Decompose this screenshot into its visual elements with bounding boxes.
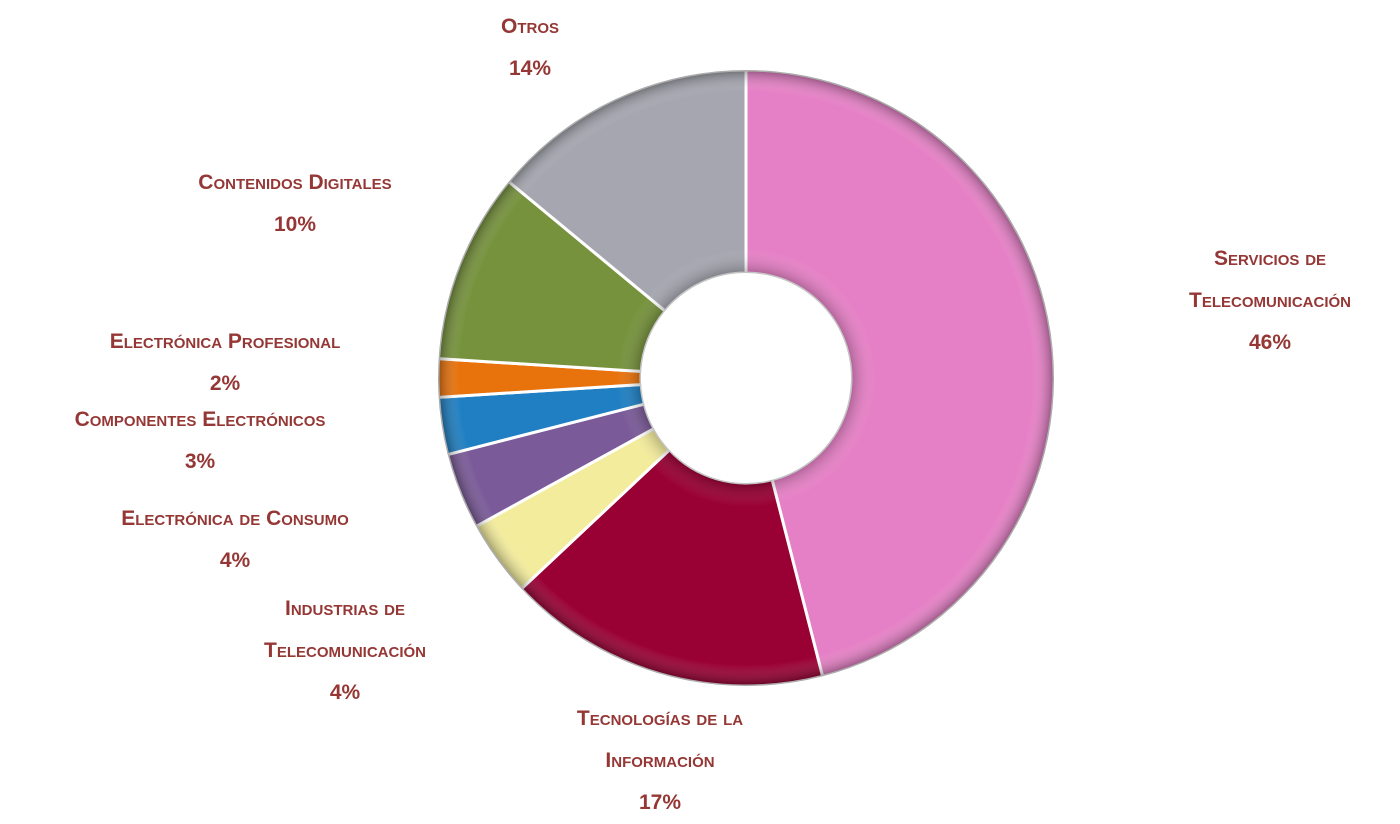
slice-label: Electrónica Profesional 2% bbox=[25, 321, 425, 405]
hole bbox=[641, 273, 851, 483]
category-label: Componentes Electrónicos bbox=[74, 408, 326, 431]
slice-label: Industrias de Telecomunicación 4% bbox=[215, 588, 475, 714]
slice-label: Otros 14% bbox=[430, 6, 630, 90]
value-label: 4% bbox=[219, 549, 251, 572]
slice-label: Servicios de Telecomunicación 46% bbox=[1145, 238, 1395, 364]
value-label: 10% bbox=[273, 213, 317, 236]
slice-label: Componentes Electrónicos 3% bbox=[0, 399, 400, 483]
value-label: 4% bbox=[329, 681, 361, 704]
slice-label: Electrónica de Consumo 4% bbox=[55, 498, 415, 582]
slice-label: Tecnologías de la Información 17% bbox=[530, 698, 790, 824]
category-label: Electrónica Profesional bbox=[109, 330, 341, 353]
value-label: 17% bbox=[638, 791, 682, 814]
category-label: Electrónica de Consumo bbox=[121, 507, 349, 530]
category-label: Tecnologías de la Información bbox=[576, 707, 744, 772]
category-label: Servicios de Telecomunicación bbox=[1189, 247, 1351, 312]
slice-label: Contenidos Digitales 10% bbox=[130, 162, 460, 246]
value-label: 46% bbox=[1248, 331, 1292, 354]
category-label: Industrias de Telecomunicación bbox=[264, 597, 426, 662]
category-label: Contenidos Digitales bbox=[198, 171, 392, 194]
category-label: Otros bbox=[500, 15, 559, 38]
value-label: 2% bbox=[209, 372, 241, 395]
value-label: 3% bbox=[184, 450, 216, 473]
value-label: 14% bbox=[508, 57, 552, 80]
